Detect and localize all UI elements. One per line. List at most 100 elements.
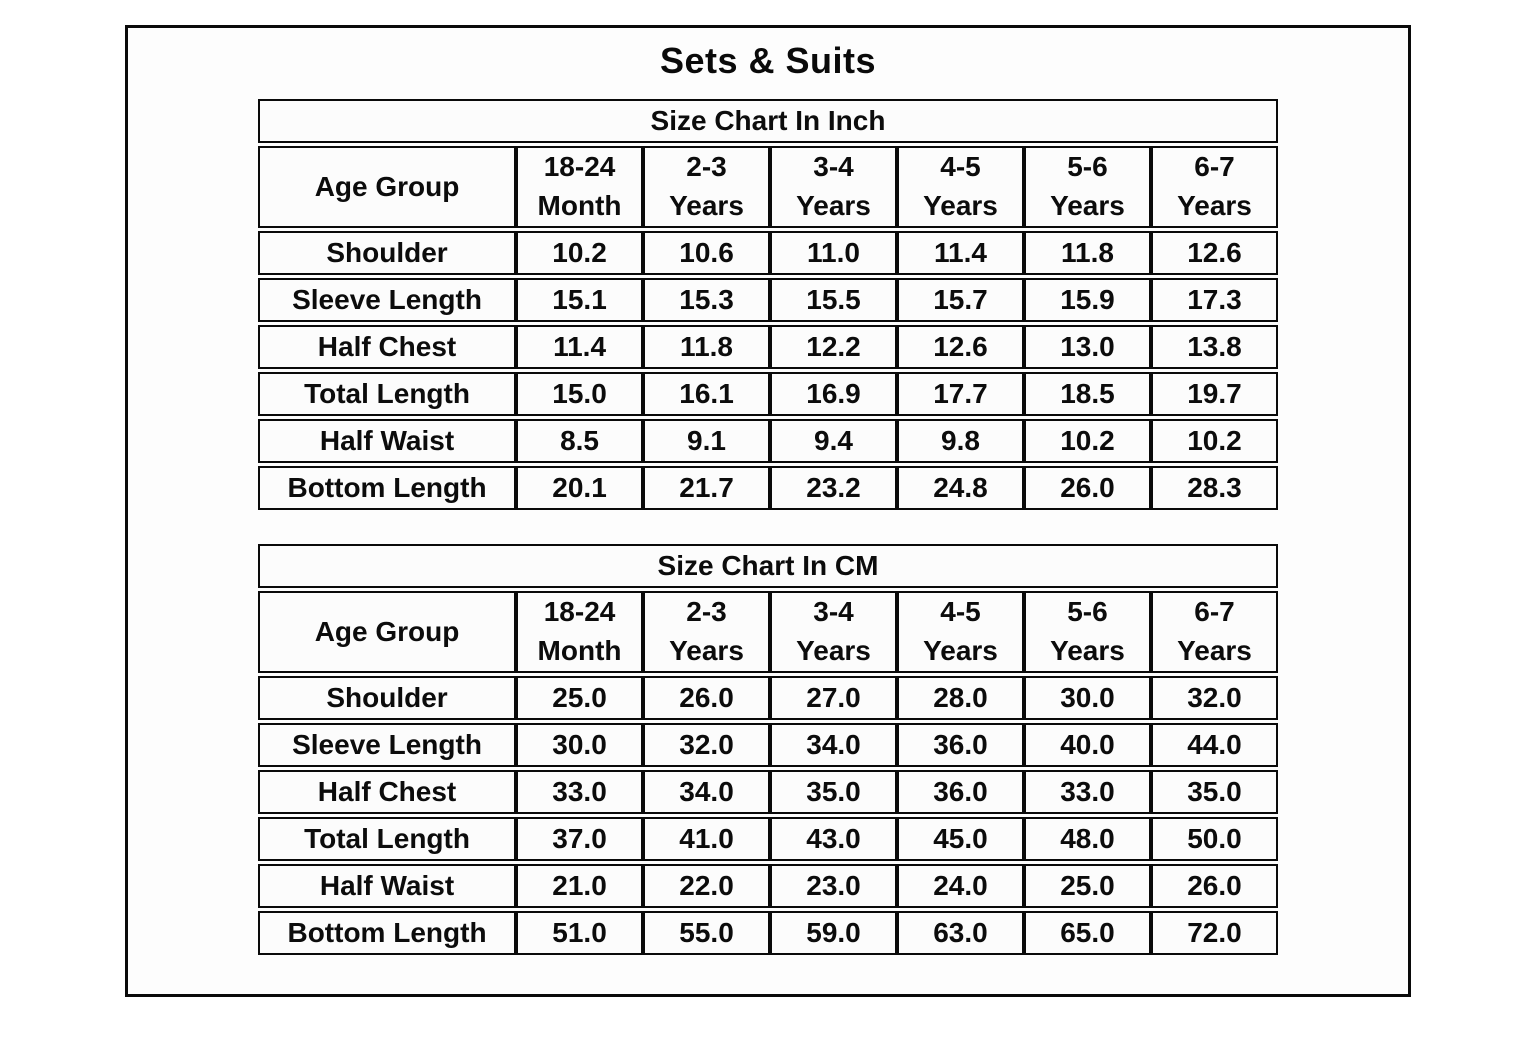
age-column-line1: 3-4: [813, 151, 854, 183]
measurement-value: 28.3: [1150, 466, 1278, 510]
measurement-value: 50.0: [1150, 817, 1278, 861]
age-group-header-row: Age Group 18-24 Month 2-3 Years 3-4 Years 4-5 Ye…: [258, 591, 1278, 673]
age-column-header: 3-4 Years: [770, 146, 897, 228]
age-group-header-row: Age Group 18-24 Month 2-3 Years 3-4 Years 4-5 Ye…: [258, 146, 1278, 228]
measurement-value: 41.0: [643, 817, 771, 861]
table-title: Size Chart In Inch: [258, 99, 1278, 143]
measurement-row-label: Shoulder: [258, 676, 517, 720]
measurement-value: 27.0: [770, 676, 897, 720]
measurement-value: 25.0: [1023, 864, 1151, 908]
measurement-value: 9.1: [643, 419, 771, 463]
measurement-value: 45.0: [897, 817, 1024, 861]
age-column-header: 2-3 Years: [643, 591, 771, 673]
age-column-line1: 5-6: [1067, 151, 1108, 183]
table-title-row: Size Chart In CM: [258, 544, 1278, 588]
age-column-header: 6-7 Years: [1150, 591, 1278, 673]
measurement-row-label: Sleeve Length: [258, 723, 517, 767]
table-row: Half Waist 8.5 9.1 9.4 9.8 10.2 10.2: [258, 419, 1278, 463]
measurement-value: 28.0: [897, 676, 1024, 720]
measurement-value: 32.0: [643, 723, 771, 767]
age-column-line2: Years: [923, 635, 998, 666]
age-column-line2: Years: [669, 635, 744, 666]
measurement-row-label: Bottom Length: [258, 466, 517, 510]
measurement-value: 9.4: [770, 419, 897, 463]
measurement-value: 10.2: [516, 231, 644, 275]
measurement-value: 11.8: [1023, 231, 1151, 275]
age-column-line1: 6-7: [1194, 596, 1235, 628]
measurement-value: 13.8: [1150, 325, 1278, 369]
table-row: Shoulder 25.0 26.0 27.0 28.0 30.0 32.0: [258, 676, 1278, 720]
size-charts-container: Size Chart In Inch Age Group 18-24 Month 2-3…: [258, 96, 1278, 958]
measurement-value: 26.0: [1150, 864, 1278, 908]
measurement-value: 30.0: [1023, 676, 1151, 720]
measurement-row-label: Half Waist: [258, 864, 517, 908]
age-column-line2: Years: [1050, 190, 1125, 221]
age-column-header: 3-4 Years: [770, 591, 897, 673]
measurement-value: 15.7: [897, 278, 1024, 322]
table-row: Total Length 15.0 16.1 16.9 17.7 18.5 19.7: [258, 372, 1278, 416]
measurement-value: 24.8: [897, 466, 1024, 510]
age-column-line2: Month: [537, 635, 622, 666]
measurement-value: 18.5: [1023, 372, 1151, 416]
measurement-value: 22.0: [643, 864, 771, 908]
age-column-line2: Month: [537, 190, 622, 221]
measurement-row-label: Bottom Length: [258, 911, 517, 955]
measurement-value: 8.5: [516, 419, 644, 463]
measurement-value: 37.0: [516, 817, 644, 861]
age-column-line1: 5-6: [1067, 596, 1108, 628]
measurement-value: 21.7: [643, 466, 771, 510]
measurement-value: 15.5: [770, 278, 897, 322]
measurement-value: 44.0: [1150, 723, 1278, 767]
age-column-line1: 4-5: [940, 151, 981, 183]
measurement-value: 36.0: [897, 723, 1024, 767]
age-column-header: 18-24 Month: [516, 146, 644, 228]
table-row: Sleeve Length 15.1 15.3 15.5 15.7 15.9 17.3: [258, 278, 1278, 322]
measurement-row-label: Shoulder: [258, 231, 517, 275]
age-column-header: 18-24 Month: [516, 591, 644, 673]
page-title: Sets & Suits: [659, 40, 877, 81]
age-column-header: 4-5 Years: [897, 146, 1024, 228]
age-column-line1: 2-3: [686, 596, 727, 628]
measurement-value: 35.0: [770, 770, 897, 814]
age-group-corner-label: Age Group: [258, 146, 517, 228]
measurement-value: 16.9: [770, 372, 897, 416]
measurement-value: 11.4: [897, 231, 1024, 275]
measurement-value: 23.0: [770, 864, 897, 908]
age-column-line2: Years: [796, 635, 871, 666]
table-row: Shoulder 10.2 10.6 11.0 11.4 11.8 12.6: [258, 231, 1278, 275]
measurement-value: 17.7: [897, 372, 1024, 416]
measurement-value: 63.0: [897, 911, 1024, 955]
measurement-value: 25.0: [516, 676, 644, 720]
measurement-value: 21.0: [516, 864, 644, 908]
measurement-value: 26.0: [1023, 466, 1151, 510]
measurement-row-label: Total Length: [258, 372, 517, 416]
measurement-value: 15.1: [516, 278, 644, 322]
age-column-line1: 18-24: [543, 596, 616, 628]
measurement-value: 43.0: [770, 817, 897, 861]
measurement-value: 36.0: [897, 770, 1024, 814]
measurement-value: 19.7: [1150, 372, 1278, 416]
measurement-value: 15.0: [516, 372, 644, 416]
age-column-line2: Years: [1177, 635, 1252, 666]
age-column-line1: 18-24: [543, 151, 616, 183]
measurement-value: 20.1: [516, 466, 644, 510]
age-column-header: 2-3 Years: [643, 146, 771, 228]
measurement-value: 32.0: [1150, 676, 1278, 720]
age-column-line2: Years: [669, 190, 744, 221]
table-row: Half Chest 33.0 34.0 35.0 36.0 33.0 35.0: [258, 770, 1278, 814]
size-chart-table-cm: Size Chart In CM Age Group 18-24 Month 2-3 Ye…: [258, 541, 1278, 958]
measurement-value: 15.9: [1023, 278, 1151, 322]
measurement-value: 11.0: [770, 231, 897, 275]
measurement-value: 11.8: [643, 325, 771, 369]
measurement-value: 12.2: [770, 325, 897, 369]
measurement-value: 12.6: [1150, 231, 1278, 275]
measurement-row-label: Half Chest: [258, 770, 517, 814]
measurement-value: 15.3: [643, 278, 771, 322]
age-column-header: 5-6 Years: [1023, 591, 1151, 673]
measurement-value: 23.2: [770, 466, 897, 510]
table-row: Half Waist 21.0 22.0 23.0 24.0 25.0 26.0: [258, 864, 1278, 908]
measurement-value: 35.0: [1150, 770, 1278, 814]
age-column-header: 6-7 Years: [1150, 146, 1278, 228]
age-group-corner-label: Age Group: [258, 591, 517, 673]
measurement-row-label: Half Chest: [258, 325, 517, 369]
